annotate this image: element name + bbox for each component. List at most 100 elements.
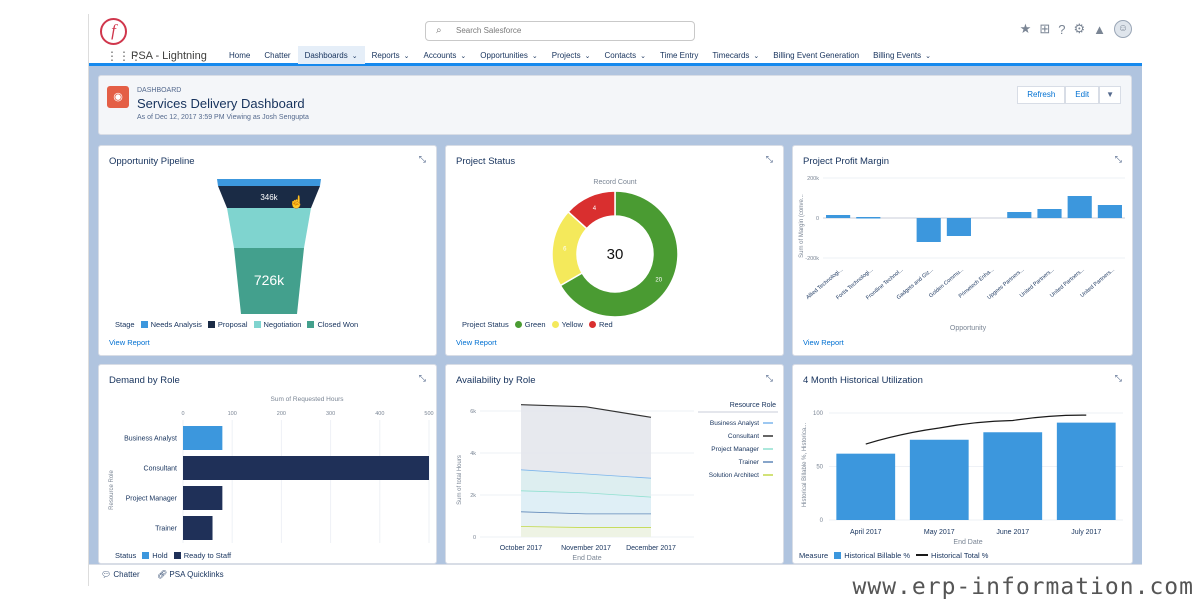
app-window: f ⌕ Search Salesforce ★ ⊞ ? ⚙ ▲ ☺ ⋮⋮⋮ PS… bbox=[88, 14, 1142, 586]
donut-slice-green[interactable] bbox=[559, 190, 679, 318]
profit-bar[interactable] bbox=[1067, 196, 1092, 218]
nav-item-timecards[interactable]: Timecards ⌄ bbox=[705, 46, 766, 66]
gear-icon[interactable]: ⚙ bbox=[1073, 21, 1086, 36]
profit-bar[interactable] bbox=[1037, 209, 1062, 218]
chevron-down-icon[interactable]: ⌄ bbox=[925, 53, 931, 60]
chevron-down-icon[interactable]: ⌄ bbox=[584, 53, 591, 60]
legend-label: Project Manager bbox=[711, 446, 760, 453]
funnel-stage-closed-won[interactable] bbox=[234, 248, 304, 314]
chevron-down-icon[interactable]: ⌄ bbox=[403, 53, 410, 60]
nav-item-dashboards[interactable]: Dashboards ⌄ bbox=[297, 46, 365, 66]
chatter-label: Chatter bbox=[113, 570, 140, 579]
line-project-manager bbox=[520, 490, 652, 498]
refresh-button[interactable]: Refresh bbox=[1017, 86, 1066, 104]
legend-label: Red bbox=[598, 320, 613, 329]
expand-icon[interactable]: ⤡ bbox=[1114, 373, 1122, 383]
legend-label: Consultant bbox=[728, 433, 759, 440]
legend-label: Ready to Staff bbox=[183, 551, 232, 560]
y-tick-label: 0 bbox=[820, 518, 824, 524]
header-actions: Refresh Edit ▼ bbox=[1017, 86, 1121, 104]
nav-item-billing-events[interactable]: Billing Events ⌄ bbox=[866, 46, 938, 66]
legend-swatch bbox=[253, 321, 261, 328]
expand-icon[interactable]: ⤡ bbox=[765, 373, 773, 383]
nav-item-opportunities[interactable]: Opportunities ⌄ bbox=[473, 46, 544, 66]
profit-bar[interactable] bbox=[916, 218, 941, 242]
x-axis-title: Sum of Requested Hours bbox=[271, 396, 345, 403]
edit-button[interactable]: Edit bbox=[1065, 86, 1100, 104]
add-icon[interactable]: ⊞ bbox=[1039, 21, 1051, 36]
help-icon[interactable]: ? bbox=[1058, 21, 1066, 37]
x-axis-title: End Date bbox=[572, 555, 601, 562]
watermark: www.erp-information.com bbox=[852, 574, 1194, 600]
chatter-utility[interactable]: 💬︎ Chatter bbox=[101, 570, 140, 579]
demand-bar-hold[interactable] bbox=[183, 426, 223, 450]
legend-title: Stage bbox=[115, 320, 135, 329]
search-input[interactable]: ⌕ Search Salesforce bbox=[425, 21, 695, 41]
legend-swatch bbox=[588, 321, 596, 328]
legend-swatch bbox=[307, 321, 315, 328]
chevron-down-icon[interactable]: ⌄ bbox=[460, 53, 467, 60]
nav-item-reports[interactable]: Reports ⌄ bbox=[365, 46, 417, 66]
legend-swatch bbox=[173, 552, 181, 559]
nav-item-label: Dashboards bbox=[304, 51, 348, 60]
pipeline-legend: Stage Needs Analysis Proposal Negotiation Cl… bbox=[115, 320, 358, 329]
legend-label: Needs Analysis bbox=[150, 320, 202, 329]
legend-label: Historical Total % bbox=[931, 551, 989, 560]
view-report-link[interactable]: View Report bbox=[803, 338, 844, 347]
view-report-link[interactable]: View Report bbox=[109, 338, 150, 347]
billable-bar[interactable] bbox=[909, 439, 969, 520]
expand-icon[interactable]: ⤡ bbox=[1114, 154, 1122, 164]
expand-icon[interactable]: ⤡ bbox=[765, 154, 773, 164]
app-logo[interactable]: f bbox=[100, 18, 127, 45]
avatar[interactable]: ☺ bbox=[1114, 20, 1132, 38]
bell-icon[interactable]: ▲ bbox=[1093, 21, 1106, 37]
legend-label: Solution Architect bbox=[709, 472, 759, 479]
profit-bar[interactable] bbox=[1097, 205, 1122, 218]
x-tick-label: 0 bbox=[181, 411, 184, 417]
utilization-legend: Measure Historical Billable % Historical T… bbox=[799, 551, 988, 560]
link-icon: 🔗︎ bbox=[157, 570, 168, 579]
legend-item: Ready to Staff bbox=[168, 551, 231, 560]
app-launcher-icon[interactable]: ⋮⋮⋮ bbox=[106, 49, 142, 63]
funnel-stage-negotiation[interactable] bbox=[227, 208, 311, 248]
nav-item-contacts[interactable]: Contacts ⌄ bbox=[598, 46, 653, 66]
line-business-analyst bbox=[520, 469, 652, 479]
profit-bar[interactable] bbox=[826, 215, 851, 218]
chevron-down-icon[interactable]: ⌄ bbox=[753, 53, 760, 60]
profit-bar[interactable] bbox=[946, 218, 971, 236]
billable-bar[interactable] bbox=[1056, 422, 1116, 520]
profit-bar[interactable] bbox=[856, 217, 881, 219]
demand-bar-ready-to-staff[interactable] bbox=[183, 456, 429, 480]
view-report-link[interactable]: View Report bbox=[456, 338, 497, 347]
chevron-down-icon[interactable]: ⌄ bbox=[640, 53, 646, 60]
demand-bar-ready-to-staff[interactable] bbox=[183, 516, 213, 540]
area-solution-architect[interactable] bbox=[521, 526, 651, 538]
billable-bar[interactable] bbox=[836, 453, 896, 520]
legend-item: Yellow bbox=[546, 320, 583, 329]
billable-bar[interactable] bbox=[983, 432, 1043, 520]
funnel-stage-needs-analysis[interactable] bbox=[217, 179, 321, 186]
nav-item-label: Billing Events bbox=[873, 51, 922, 60]
nav-item-label: Reports bbox=[371, 51, 400, 60]
quicklinks-utility[interactable]: 🔗︎ PSA Quicklinks bbox=[157, 570, 224, 579]
funnel-stage-proposal[interactable] bbox=[218, 186, 320, 208]
demand-bar-ready-to-staff[interactable] bbox=[183, 486, 223, 510]
profit-bar[interactable] bbox=[1007, 212, 1032, 218]
donut-slice-red[interactable] bbox=[567, 190, 616, 230]
nav-item-projects[interactable]: Projects ⌄ bbox=[545, 46, 598, 66]
nav-item-chatter[interactable]: Chatter bbox=[257, 46, 297, 66]
nav-item-billing-event-generation[interactable]: Billing Event Generation bbox=[766, 46, 866, 66]
chevron-down-icon[interactable]: ⌄ bbox=[351, 53, 358, 60]
expand-icon[interactable]: ⤡ bbox=[418, 154, 426, 164]
legend-item: Red bbox=[583, 320, 613, 329]
card-title: Opportunity Pipeline bbox=[109, 156, 195, 167]
expand-icon[interactable]: ⤡ bbox=[418, 373, 426, 383]
total-line[interactable] bbox=[865, 414, 1087, 445]
more-actions-button[interactable]: ▼ bbox=[1099, 86, 1121, 104]
chevron-down-icon[interactable]: ⌄ bbox=[531, 53, 538, 60]
nav-item-label: Projects bbox=[551, 51, 581, 60]
nav-item-time-entry[interactable]: Time Entry bbox=[653, 46, 705, 66]
nav-item-home[interactable]: Home bbox=[222, 46, 257, 66]
favorites-star-icon[interactable]: ★ bbox=[1019, 21, 1032, 36]
nav-item-accounts[interactable]: Accounts ⌄ bbox=[416, 46, 473, 66]
